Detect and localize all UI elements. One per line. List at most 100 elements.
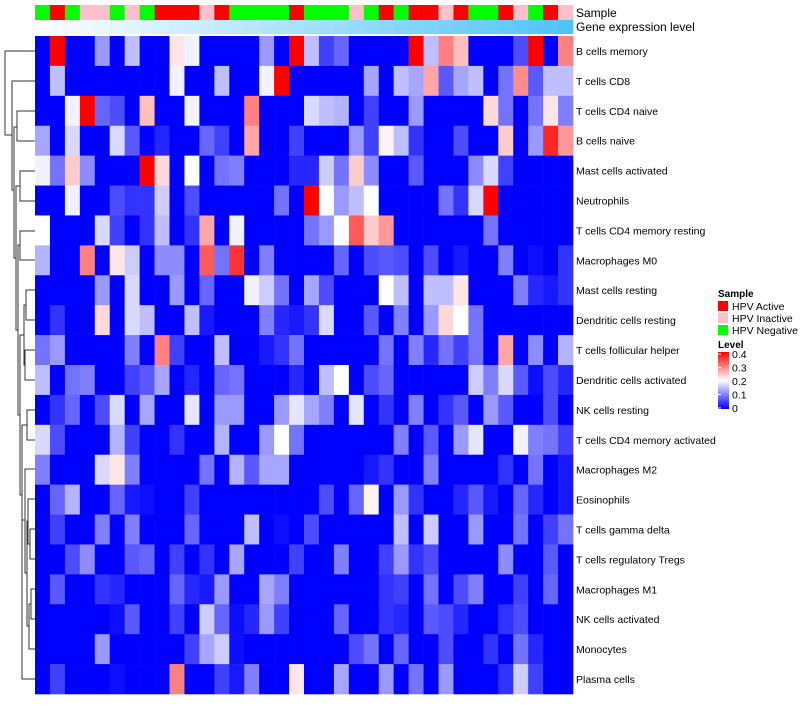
level-tick-label: 0 — [732, 403, 738, 415]
heatmap-cell — [35, 365, 51, 396]
heatmap-cell — [438, 65, 454, 97]
heatmap-cell — [408, 394, 424, 426]
heatmap-cell — [49, 424, 66, 456]
heatmap-cell — [513, 245, 529, 276]
row-label: NK cells activated — [576, 614, 660, 626]
heatmap-cell — [199, 365, 215, 396]
heatmap-cell — [35, 65, 51, 97]
heatmap-cell — [528, 604, 544, 635]
heatmap-cell — [229, 185, 245, 216]
heatmap-cell — [124, 604, 140, 635]
heatmap-cell — [393, 215, 409, 246]
row-label: T cells gamma delta — [576, 525, 670, 537]
heatmap-cell — [79, 95, 96, 127]
heatmap-cell — [528, 365, 544, 396]
heatmap-cell — [304, 484, 320, 515]
heatmap-cells — [35, 36, 574, 695]
heatmap-cell — [35, 454, 51, 485]
gene-expression-cell — [184, 20, 200, 34]
heatmap-cell — [35, 604, 51, 635]
heatmap-cell — [229, 125, 245, 156]
heatmap-cell — [274, 365, 290, 396]
heatmap-cell — [109, 275, 125, 306]
heatmap-cell — [543, 215, 559, 246]
legend-swatch — [718, 325, 728, 335]
row-label: Plasma cells — [576, 674, 635, 686]
heatmap-cell — [79, 484, 96, 515]
gene-expression-cell — [393, 20, 409, 34]
heatmap-cell — [408, 574, 424, 605]
heatmap-cell — [109, 424, 125, 456]
heatmap-cell — [79, 335, 96, 366]
level-tick-label: 0.3 — [732, 363, 747, 375]
heatmap-cell — [259, 335, 275, 366]
heatmap-cell — [274, 454, 290, 485]
heatmap-cell — [483, 125, 499, 156]
heatmap-cell — [498, 36, 514, 67]
heatmap-cell — [528, 125, 544, 156]
heatmap-cell — [289, 65, 305, 97]
gene-expression-cell — [214, 20, 230, 34]
heatmap-cell — [94, 664, 111, 695]
gene-expression-cell — [423, 20, 439, 34]
heatmap-cell — [154, 394, 170, 426]
heatmap-cell — [154, 454, 170, 485]
heatmap-cell — [318, 604, 335, 635]
heatmap-cell — [558, 664, 574, 695]
heatmap-cell — [498, 125, 514, 156]
heatmap-cell — [393, 574, 409, 605]
heatmap-cell — [498, 514, 514, 545]
gene-expression-cell — [35, 20, 51, 34]
heatmap-cell — [154, 305, 170, 336]
heatmap-cell — [393, 394, 409, 426]
heatmap-cell — [543, 185, 559, 216]
sample-annotation-cell — [229, 5, 245, 20]
heatmap-cell — [79, 215, 96, 246]
sample-annotation-cell — [423, 5, 439, 20]
gene-expression-cell — [64, 20, 81, 34]
heatmap-cell — [139, 305, 155, 336]
heatmap-cell — [543, 245, 559, 276]
heatmap-cell — [229, 305, 245, 336]
heatmap-cell — [423, 125, 439, 156]
heatmap-cell — [184, 544, 200, 575]
sample-annotation-bar — [35, 5, 574, 20]
heatmap-cell — [408, 365, 424, 396]
sample-annotation-cell — [498, 5, 514, 20]
heatmap-cell — [453, 604, 469, 635]
heatmap-cell — [169, 544, 185, 575]
heatmap-cell — [318, 394, 335, 426]
heatmap-cell — [438, 36, 454, 67]
heatmap-cell — [468, 484, 484, 515]
row-label: T cells CD4 memory activated — [576, 435, 716, 447]
heatmap-cell — [124, 65, 140, 97]
heatmap-cell — [79, 604, 96, 635]
heatmap-cell — [274, 424, 290, 456]
heatmap-cell — [199, 394, 215, 426]
heatmap-cell — [49, 65, 66, 97]
heatmap-cell — [35, 185, 51, 216]
heatmap-cell — [423, 424, 439, 456]
gene-expression-cell — [229, 20, 245, 34]
heatmap-cell — [169, 305, 185, 336]
gene-expression-annotation-bar — [35, 20, 574, 34]
heatmap-cell — [274, 305, 290, 336]
heatmap-cell — [453, 454, 469, 485]
legend-level-title: Level — [718, 340, 744, 351]
heatmap-cell — [543, 544, 559, 575]
heatmap-cell — [259, 484, 275, 515]
heatmap-cell — [79, 394, 96, 426]
heatmap-cell — [304, 634, 320, 665]
heatmap-cell — [109, 514, 125, 545]
heatmap-cell — [64, 604, 81, 635]
heatmap-cell — [498, 155, 514, 186]
gene-expression-cell — [154, 20, 170, 34]
heatmap-cell — [169, 275, 185, 306]
heatmap-cell — [184, 454, 200, 485]
heatmap-cell — [64, 634, 81, 665]
heatmap-cell — [139, 125, 155, 156]
gene-expression-cell — [468, 20, 484, 34]
sample-annotation-cell — [363, 5, 380, 20]
heatmap-cell — [438, 215, 454, 246]
